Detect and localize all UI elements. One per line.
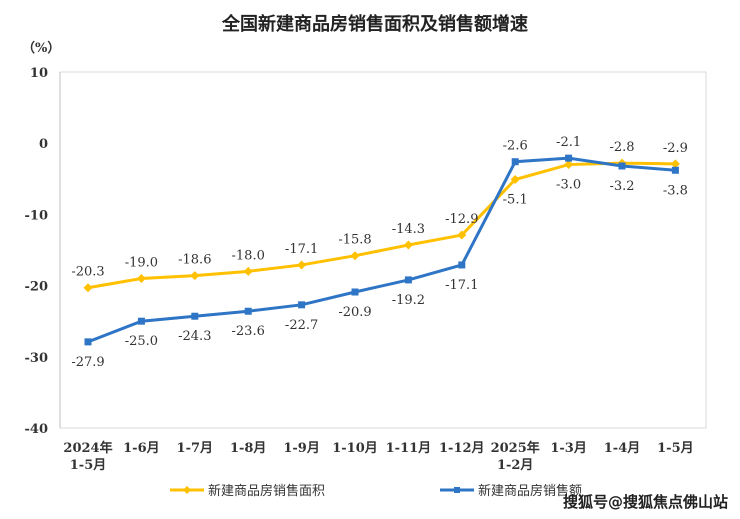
data-label: -2.8	[609, 140, 634, 155]
data-point	[244, 307, 252, 315]
y-tick-label: -40	[25, 422, 49, 437]
x-tick-label: 1-5月	[657, 441, 694, 456]
data-label: -5.1	[503, 193, 528, 208]
data-label: -2.6	[503, 139, 528, 154]
x-tick-label: 1-12月	[439, 441, 485, 456]
data-point	[350, 251, 360, 261]
data-label: -12.9	[445, 212, 478, 227]
data-label: -23.6	[232, 324, 265, 339]
data-point	[190, 271, 200, 281]
data-label: -3.8	[663, 183, 688, 198]
data-label: -17.1	[445, 278, 478, 293]
x-tick-label: 2024年	[63, 440, 112, 456]
data-label: -14.3	[392, 222, 425, 237]
y-tick-label: -30	[25, 351, 49, 366]
data-point	[670, 159, 680, 169]
data-point	[137, 317, 145, 325]
data-label: -18.0	[232, 248, 265, 263]
data-point	[458, 261, 466, 269]
data-point	[403, 240, 413, 250]
data-point	[243, 266, 253, 276]
data-label: -2.9	[663, 141, 688, 156]
legend-label: 新建商品房销售面积	[208, 483, 325, 499]
data-label: -3.2	[609, 179, 634, 194]
data-point	[618, 162, 626, 170]
x-tick-label: 1-5月	[70, 458, 107, 473]
data-label: -24.3	[178, 329, 211, 344]
series-line-1	[87, 156, 676, 344]
data-label: -27.9	[71, 355, 104, 370]
data-label: -19.2	[392, 293, 425, 308]
legend-marker	[183, 486, 191, 494]
x-tick-label: 1-3月	[550, 441, 587, 456]
data-label: -3.0	[556, 178, 581, 193]
data-point	[83, 283, 93, 293]
data-label: -20.3	[71, 265, 104, 280]
data-point	[564, 160, 574, 170]
x-tick-label: 1-9月	[283, 441, 320, 456]
data-label: -17.1	[285, 242, 318, 257]
legend-label: 新建商品房销售额	[478, 483, 582, 499]
data-label: -15.8	[338, 233, 371, 248]
y-tick-label: -10	[25, 208, 49, 223]
data-point	[297, 260, 307, 270]
data-label: -18.6	[178, 253, 211, 268]
watermark: 搜狐号@搜狐焦点佛山站	[563, 493, 728, 511]
data-label: -19.0	[125, 255, 158, 270]
data-label: -25.0	[125, 334, 158, 349]
x-tick-label: 1-10月	[332, 441, 378, 456]
x-tick-label: 1-8月	[230, 441, 267, 456]
data-point	[84, 338, 92, 346]
legend-marker	[454, 487, 460, 493]
y-tick-label: -20	[25, 280, 49, 295]
x-tick-label: 1-4月	[604, 441, 641, 456]
data-point	[565, 154, 573, 162]
data-label: -22.7	[285, 318, 318, 333]
x-tick-label: 1-7月	[177, 441, 214, 456]
x-tick-label: 1-2月	[497, 458, 534, 473]
data-point	[511, 158, 519, 166]
data-point	[671, 166, 679, 174]
data-point	[457, 230, 467, 240]
data-point	[404, 276, 412, 284]
series-line-0	[87, 161, 676, 290]
chart-title: 全国新建商品房销售面积及销售额增速	[221, 13, 528, 35]
data-point	[510, 175, 520, 185]
data-label: -2.1	[556, 135, 581, 150]
data-point	[136, 273, 146, 283]
y-tick-label: 10	[30, 66, 48, 81]
x-tick-label: 1-6月	[123, 441, 160, 456]
x-tick-label: 1-11月	[386, 441, 432, 456]
data-point	[351, 288, 359, 296]
data-label: -20.9	[338, 305, 371, 320]
y-axis-unit: （%）	[22, 40, 60, 56]
data-point	[191, 312, 199, 320]
x-tick-label: 2025年	[491, 440, 540, 456]
data-point	[298, 301, 306, 309]
y-tick-label: 0	[39, 137, 48, 152]
